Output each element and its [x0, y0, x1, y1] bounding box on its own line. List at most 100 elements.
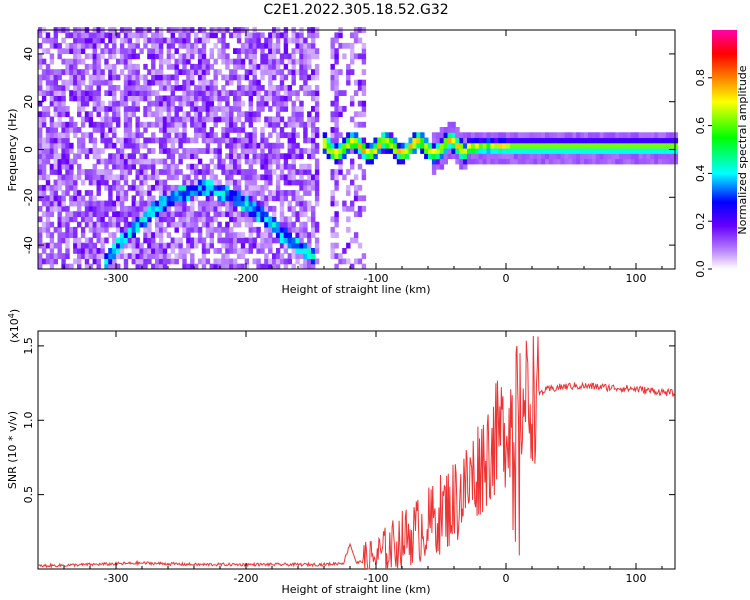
heatmap-cell — [170, 153, 175, 160]
heatmap-cell — [299, 63, 304, 70]
heatmap-cell — [256, 37, 261, 44]
heatmap-cell — [552, 153, 558, 160]
heatmap-cell — [595, 137, 601, 144]
heatmap-cell — [509, 132, 515, 139]
heatmap-cell — [447, 142, 452, 149]
heatmap-cell — [119, 158, 125, 165]
heatmap-cell — [205, 169, 211, 175]
heatmap-cell — [311, 253, 316, 259]
heatmap-cell — [217, 200, 222, 207]
heatmap-cell — [353, 232, 359, 238]
heatmap-cell — [201, 263, 207, 270]
heatmap-cell — [295, 253, 300, 259]
heatmap-cell — [233, 63, 238, 70]
heatmap-cell — [221, 95, 226, 102]
heatmap-cell — [509, 158, 515, 165]
heatmap-cell — [84, 90, 90, 96]
heatmap-cell — [143, 121, 148, 128]
heatmap-cell — [61, 132, 66, 139]
heatmap-cell — [96, 205, 101, 212]
heatmap-cell — [470, 137, 476, 144]
heatmap-cell — [233, 258, 238, 265]
heatmap-cell — [57, 216, 62, 223]
heatmap-cell — [45, 232, 51, 238]
heatmap-cell — [311, 42, 316, 49]
heatmap-cell — [162, 106, 168, 112]
heatmap-cell — [634, 137, 640, 144]
heatmap-cell — [275, 253, 281, 259]
heatmap-cell — [240, 142, 246, 149]
heatmap-cell — [275, 90, 281, 96]
heatmap-cell — [279, 232, 285, 238]
heatmap-cell — [178, 184, 183, 191]
heatmap-cell — [346, 137, 351, 144]
heatmap-cell — [474, 148, 480, 154]
heatmap-cell — [361, 253, 367, 259]
heatmap-cell — [143, 37, 148, 44]
heatmap-cell — [291, 195, 296, 202]
heatmap-cell — [162, 200, 168, 207]
heatmap-cell — [295, 148, 300, 154]
heatmap-cell — [233, 74, 238, 81]
heatmap-cell — [467, 137, 472, 144]
heatmap-cell — [112, 216, 117, 223]
heatmap-cell — [190, 237, 195, 244]
heatmap-cell — [291, 226, 296, 233]
heatmap-cell — [314, 237, 320, 244]
heatmap-cell — [127, 79, 133, 86]
heatmap-cell — [84, 221, 90, 228]
heatmap-cell — [151, 74, 156, 81]
heatmap-cell — [673, 148, 679, 154]
heatmap-cell — [506, 142, 511, 149]
heatmap-cell — [80, 179, 86, 186]
heatmap-cell — [77, 148, 82, 154]
heatmap-cell — [139, 169, 144, 175]
heatmap-cell — [182, 127, 187, 133]
heatmap-cell — [443, 127, 448, 133]
heatmap-cell — [104, 221, 109, 228]
heatmap-cell — [233, 32, 238, 39]
y-tick-label: 40 — [22, 47, 35, 61]
heatmap-cell — [252, 127, 257, 133]
heatmap-cell — [201, 179, 207, 186]
heatmap-cell — [431, 142, 437, 149]
heatmap-cell — [182, 248, 187, 254]
heatmap-cell — [151, 237, 156, 244]
heatmap-cell — [334, 253, 339, 259]
heatmap-cell — [252, 111, 257, 118]
heatmap-cell — [116, 263, 121, 270]
heatmap-cell — [80, 121, 86, 128]
heatmap-cell — [92, 106, 97, 112]
heatmap-cell — [299, 179, 304, 186]
heatmap-cell — [529, 148, 534, 154]
heatmap-cell — [311, 248, 316, 254]
heatmap-cell — [135, 184, 140, 191]
heatmap-cell — [190, 195, 195, 202]
heatmap-cell — [240, 137, 246, 144]
heatmap-cell — [119, 163, 125, 170]
heatmap-cell — [291, 74, 296, 81]
heatmap-cell — [119, 90, 125, 96]
heatmap-cell — [451, 137, 456, 144]
heatmap-cell — [57, 153, 62, 160]
heatmap-cell — [268, 263, 273, 270]
heatmap-cell — [92, 179, 97, 186]
heatmap-cell — [342, 153, 347, 160]
heatmap-cell — [73, 190, 78, 196]
heatmap-cell — [178, 42, 183, 49]
heatmap-cell — [151, 163, 156, 170]
heatmap-cell — [494, 148, 499, 154]
heatmap-cell — [256, 63, 261, 70]
heatmap-cell — [252, 190, 257, 196]
heatmap-cell — [338, 69, 343, 75]
heatmap-cell — [88, 263, 94, 270]
heatmap-cell — [556, 142, 562, 149]
heatmap-cell — [334, 85, 339, 91]
heatmap-cell — [236, 63, 242, 70]
heatmap-cell — [209, 263, 214, 270]
heatmap-cell — [260, 100, 265, 107]
heatmap-cell — [389, 137, 394, 144]
heatmap-cell — [170, 100, 175, 107]
colorbar-tick-label: 0.2 — [694, 212, 707, 230]
heatmap-cell — [264, 42, 269, 49]
